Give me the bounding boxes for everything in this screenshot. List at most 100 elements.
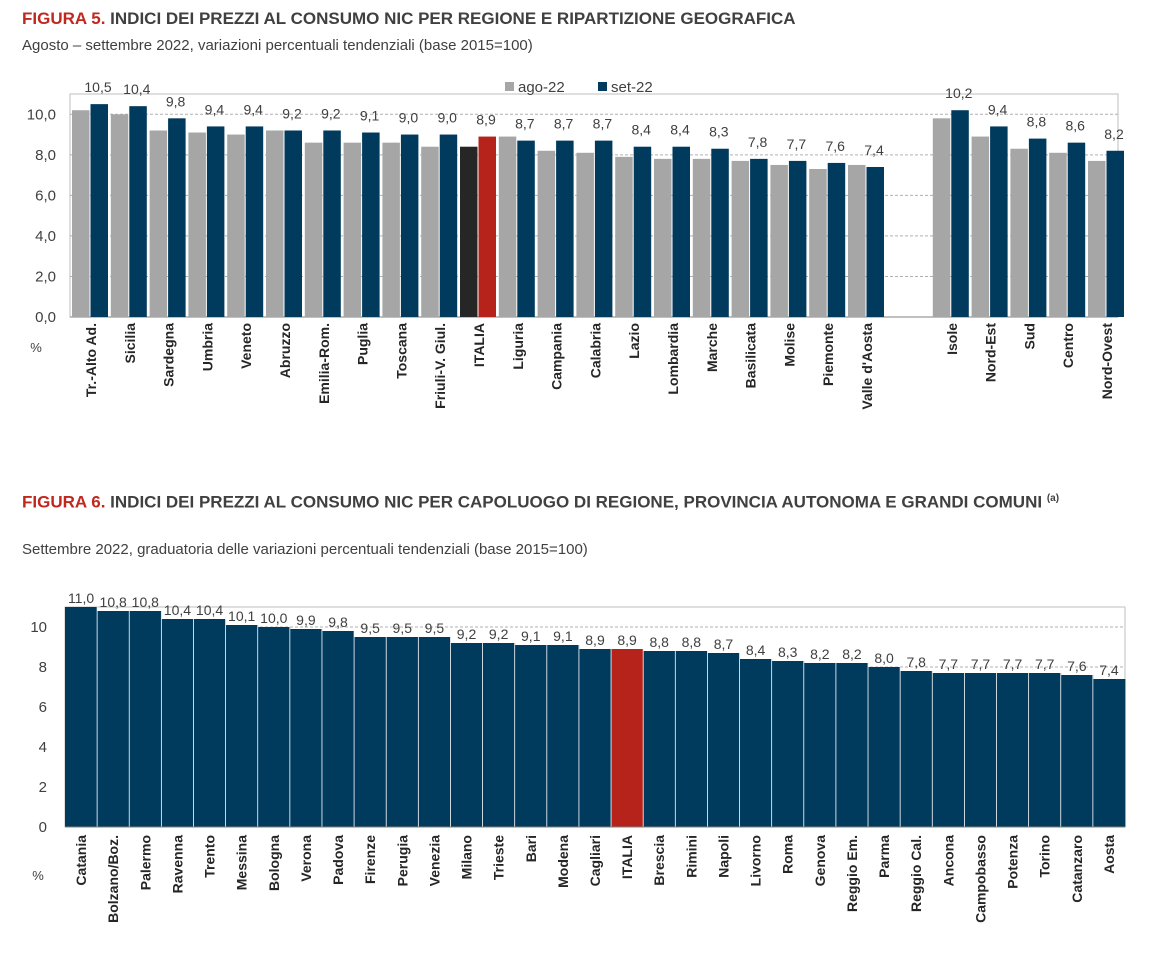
bar-set-22 [386,637,419,827]
bar-set-22 [771,661,805,827]
data-label: 9,8 [166,93,186,109]
bar-ago-22 [537,150,556,317]
bar-set-22 [578,649,612,827]
x-tick-label: Trieste [491,835,507,880]
x-tick-label: Aosta [1101,835,1117,874]
bar-ago-22 [304,142,323,317]
x-tick-label: Torino [1037,835,1053,878]
data-label: 10,1 [228,608,255,624]
x-tick-label: Isole [944,323,960,355]
bar-set-22 [206,126,225,317]
data-label: 9,1 [521,628,541,644]
data-label: 9,4 [205,101,225,117]
bar-set-22 [1067,142,1086,317]
data-label: 7,7 [1035,656,1055,672]
data-label: 8,8 [682,634,702,650]
data-label: 8,4 [670,122,690,138]
bar-set-22 [675,651,708,827]
x-tick-label: Bolzano/Boz. [105,835,121,923]
bar-set-22 [97,611,130,827]
bar-ago-22 [731,160,750,317]
bar-set-22 [478,136,496,317]
bar-set-22 [643,651,676,827]
x-tick-label: Puglia [355,323,371,365]
x-tick-label: Cagliari [587,835,603,886]
x-tick-label: ITALIA [619,835,635,879]
figure5-title: FIGURA 5. INDICI DEI PREZZI AL CONSUMO N… [22,9,1162,29]
bar-ago-22 [654,158,672,317]
x-tick-label: Liguria [510,323,526,370]
data-label: 7,4 [864,142,884,158]
data-label: 8,3 [709,124,729,140]
data-label: 8,2 [1104,126,1124,142]
x-tick-label: Potenza [1005,835,1021,889]
data-label: 8,7 [593,116,613,132]
figure5-chart: 0,0 2,0 4,0 6,0 8,0 10,0% 10,5 Tr.-Alto Ad. 10,4… [27,79,1124,410]
x-tick-label: Centro [1060,323,1076,368]
x-tick-label: Molise [781,323,797,367]
x-tick-label: Abruzzo [277,323,293,378]
y-tick-label: 6,0 [35,187,56,204]
bar-set-22 [633,146,652,317]
legend-label-ago: ago-22 [518,79,565,96]
bar-set-22 [1028,673,1062,827]
legend-swatch-set [598,82,607,91]
x-tick-label: Bari [523,835,539,862]
data-label: 9,2 [489,626,509,642]
data-label: 9,0 [399,110,419,126]
bar-set-22 [707,653,740,827]
data-label: 7,8 [748,134,768,150]
data-label: 9,4 [988,101,1008,117]
data-label: 9,5 [360,620,380,636]
bar-ago-22 [421,146,439,317]
data-label: 8,0 [874,650,894,666]
data-label: 9,8 [328,614,348,630]
x-tick-label: Emilia-Rom. [316,323,332,404]
bar-set-22 [284,130,302,317]
x-tick-label: Veneto [238,323,254,369]
x-tick-label: Verona [298,835,314,882]
data-label: 10,4 [123,81,150,97]
y-tick-label: 0 [39,819,47,836]
data-label: 9,9 [296,612,316,628]
x-tick-label: Firenze [362,835,378,884]
bar-set-22 [1092,679,1126,827]
x-tick-label: Nord-Est [983,323,999,382]
y-tick-label: 4 [39,739,47,756]
y-tick-label: 2,0 [35,268,56,285]
bar-set-22 [788,160,807,317]
x-tick-label: Bologna [266,835,282,891]
x-tick-label: Messina [234,835,250,890]
data-label: 10,8 [100,594,127,610]
data-label: 8,7 [515,116,535,132]
bar-ago-22 [498,136,517,317]
x-tick-label: Napoli [715,835,731,878]
x-tick-label: Friuli-V. Giul. [432,323,448,409]
bar-set-22 [225,625,259,827]
bar-set-22 [611,649,644,827]
bar-set-22 [362,132,380,317]
x-tick-label: Nord-Ovest [1099,323,1115,400]
data-label: 8,3 [778,644,798,660]
figure6-number: FIGURA 6. [22,492,106,512]
bar-set-22 [951,110,969,317]
data-label: 9,1 [360,108,380,124]
bar-set-22 [323,130,341,317]
x-tick-label: Brescia [651,835,667,886]
x-tick-label: Umbria [199,323,215,371]
unit-label: % [30,340,42,355]
bar-set-22 [546,645,580,827]
data-label: 9,0 [437,110,457,126]
figure6-title: FIGURA 6. INDICI DEI PREZZI AL CONSUMO N… [22,487,1152,515]
bar-set-22 [827,162,846,317]
bar-ago-22 [1010,148,1028,317]
data-label: 9,5 [425,620,445,636]
bar-set-22 [900,671,933,827]
bar-set-22 [750,158,768,317]
figure6-title-text: INDICI DEI PREZZI AL CONSUMO NIC PER CAP… [110,492,1043,512]
data-label: 10,4 [164,602,191,618]
bar-set-22 [514,645,548,827]
x-tick-label: ITALIA [471,323,487,367]
bar-set-22 [932,673,965,827]
x-tick-label: Valle d'Aosta [859,323,875,410]
